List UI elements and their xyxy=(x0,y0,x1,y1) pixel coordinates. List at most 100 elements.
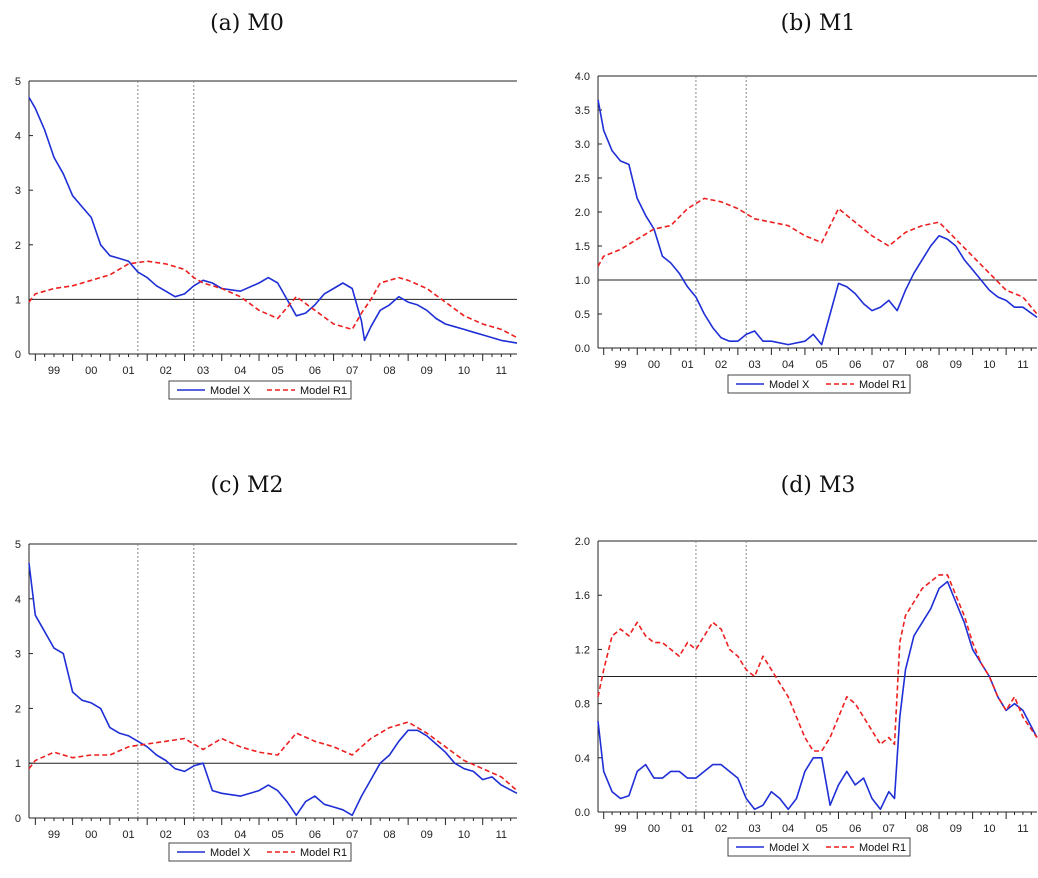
x-tick-label: 05 xyxy=(272,829,284,841)
legend: Model X Model R1 xyxy=(168,380,352,400)
x-tick-label: 08 xyxy=(383,829,395,841)
y-tick-label: 3.0 xyxy=(575,139,590,151)
x-tick-label: 09 xyxy=(950,823,962,835)
x-tick-label: 11 xyxy=(496,365,507,377)
y-tick-label: 0.4 xyxy=(575,753,590,765)
x-tick-label: 04 xyxy=(234,829,246,841)
legend-box xyxy=(168,842,352,862)
y-tick-label: 3 xyxy=(15,185,21,197)
y-tick-label: 1.2 xyxy=(575,644,590,656)
y-tick-label: 0.0 xyxy=(575,343,590,355)
x-tick-label: 01 xyxy=(122,365,134,377)
x-tick-label: 08 xyxy=(916,823,928,835)
x-tick-label: 03 xyxy=(197,829,209,841)
x-tick-label: 10 xyxy=(458,365,470,377)
x-tick-label: 00 xyxy=(648,823,660,835)
legend-label-model-r1: Model R1 xyxy=(859,379,906,391)
x-tick-label: 11 xyxy=(1017,359,1028,371)
y-tick-label: 2 xyxy=(15,240,21,252)
series-line-model-r1 xyxy=(597,197,1038,315)
x-tick-label: 03 xyxy=(197,365,209,377)
legend: Model X Model R1 xyxy=(727,837,911,857)
x-tick-label: 11 xyxy=(1017,823,1028,835)
x-tick-label: 09 xyxy=(950,359,962,371)
legend-label-model-x: Model X xyxy=(210,847,251,859)
series-line-model-x xyxy=(597,99,1038,346)
y-tick-label: 0.5 xyxy=(575,309,590,321)
legend-label-model-x: Model X xyxy=(210,385,251,397)
series-line-model-x xyxy=(28,563,518,817)
panel-title: (b) M1 xyxy=(781,11,856,36)
series-line-model-r1 xyxy=(28,260,518,339)
panel-title: (c) M2 xyxy=(210,473,283,498)
y-tick-label: 1.6 xyxy=(575,590,590,602)
x-tick-label: 04 xyxy=(782,823,794,835)
legend-label-model-x: Model X xyxy=(769,379,810,391)
panel-title: (a) M0 xyxy=(210,11,284,36)
x-tick-label: 99 xyxy=(48,365,60,377)
x-tick-label: 09 xyxy=(421,829,433,841)
x-tick-label: 01 xyxy=(681,359,693,371)
x-tick-label: 04 xyxy=(234,365,246,377)
chart-panel-b: (b) M1 0.0 0.5 1.0 1.5 2.0 2.5 3.0 3.5 4.0 99 00 01 0… xyxy=(575,11,1038,394)
y-tick-label: 2 xyxy=(15,703,21,715)
legend-label-model-r1: Model R1 xyxy=(300,847,347,859)
x-tick-label: 02 xyxy=(715,359,727,371)
x-tick-label: 04 xyxy=(782,359,794,371)
x-tick-label: 07 xyxy=(883,359,895,371)
y-tick-label: 5 xyxy=(15,76,21,88)
x-tick-label: 06 xyxy=(849,823,861,835)
series-line-model-r1 xyxy=(28,721,518,792)
series-line-model-r1 xyxy=(597,574,1038,752)
x-tick-label: 05 xyxy=(272,365,284,377)
y-tick-label: 5 xyxy=(15,539,21,551)
legend-label-model-r1: Model R1 xyxy=(859,842,906,854)
legend-box xyxy=(727,837,911,857)
x-tick-label: 00 xyxy=(85,365,97,377)
x-tick-label: 06 xyxy=(309,365,321,377)
x-tick-label: 09 xyxy=(421,365,433,377)
legend-box xyxy=(727,374,911,394)
series-line-model-x xyxy=(597,580,1038,811)
y-tick-label: 1 xyxy=(15,758,21,770)
x-tick-label: 10 xyxy=(983,823,995,835)
x-tick-label: 10 xyxy=(458,829,470,841)
x-tick-label: 02 xyxy=(160,829,172,841)
x-tick-label: 06 xyxy=(849,359,861,371)
y-tick-label: 1 xyxy=(15,294,21,306)
x-tick-label: 02 xyxy=(160,365,172,377)
x-tick-label: 08 xyxy=(916,359,928,371)
y-tick-label: 2.0 xyxy=(575,536,590,548)
y-tick-label: 0.8 xyxy=(575,699,590,711)
y-tick-label: 3 xyxy=(15,649,21,661)
series-line-model-x xyxy=(28,96,518,344)
legend: Model X Model R1 xyxy=(168,842,352,862)
panel-title: (d) M3 xyxy=(781,473,856,498)
y-tick-label: 4.0 xyxy=(575,71,590,83)
x-tick-label: 05 xyxy=(816,823,828,835)
x-tick-label: 11 xyxy=(496,829,507,841)
x-tick-label: 99 xyxy=(614,823,626,835)
y-tick-label: 2.0 xyxy=(575,207,590,219)
y-tick-label: 1.5 xyxy=(575,241,590,253)
y-tick-label: 3.5 xyxy=(575,105,590,117)
x-tick-label: 03 xyxy=(748,823,760,835)
x-tick-label: 03 xyxy=(748,359,760,371)
x-tick-label: 01 xyxy=(681,823,693,835)
chart-panel-d: (d) M3 0.0 0.4 0.8 1.2 1.6 2.0 99 00 01 02 03 04 05 06… xyxy=(575,473,1038,857)
y-tick-label: 1.0 xyxy=(575,275,590,287)
x-tick-label: 00 xyxy=(648,359,660,371)
x-tick-label: 99 xyxy=(614,359,626,371)
x-tick-label: 05 xyxy=(816,359,828,371)
legend: Model X Model R1 xyxy=(727,374,911,394)
x-tick-label: 00 xyxy=(85,829,97,841)
x-tick-label: 08 xyxy=(383,365,395,377)
x-tick-label: 99 xyxy=(48,829,60,841)
y-tick-label: 0.0 xyxy=(575,807,590,819)
x-tick-label: 07 xyxy=(346,365,358,377)
y-tick-label: 0 xyxy=(15,349,21,361)
x-tick-label: 02 xyxy=(715,823,727,835)
